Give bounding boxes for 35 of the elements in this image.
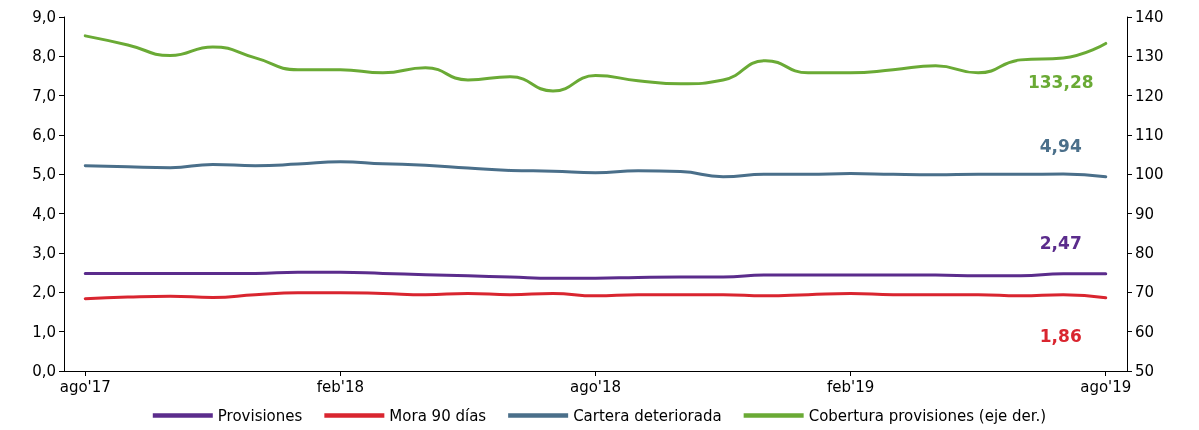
y2-tick-label: 100 [1135,165,1164,184]
y2-tick-label: 140 [1135,8,1164,26]
y-tick-label: 0,0 [32,362,56,380]
data-label: 2,47 [1039,233,1082,254]
legend-label: Cartera deteriorada [573,406,722,425]
line-series [83,160,1108,179]
x-tick-label: ago'19 [1080,377,1132,396]
y2-tick-label: 120 [1135,86,1164,105]
x-tick-label: feb'18 [316,377,365,396]
y-tick-label: 2,0 [32,283,56,302]
y-tick-label: 1,0 [32,322,56,341]
line-series [83,34,1108,93]
y2-tick-label: 110 [1135,126,1164,144]
y2-tick-label: 130 [1135,47,1164,66]
y-tick-label: 5,0 [32,165,56,184]
x-tick-label: feb'19 [826,377,875,396]
data-label: 1,86 [1039,326,1082,347]
data-label: 133,28 [1027,71,1094,92]
legend-label: Provisiones [217,406,303,425]
y-tick-label: 9,0 [32,8,56,26]
y-tick-label: 4,0 [32,204,56,223]
y-tick-label: 6,0 [32,126,56,144]
y2-tick-label: 90 [1135,204,1155,223]
data-label: 4,94 [1039,136,1082,157]
y-tick-label: 3,0 [32,244,56,262]
legend-label: Mora 90 días [389,406,487,425]
y-tick-label: 7,0 [32,86,56,105]
y2-tick-label: 60 [1135,322,1155,341]
y2-tick-label: 70 [1135,283,1155,302]
y-tick-label: 8,0 [32,47,56,66]
legend-label: Cobertura provisiones (eje der.) [808,406,1047,425]
x-tick-label: ago'17 [59,377,111,396]
y2-tick-label: 80 [1135,244,1155,262]
y2-tick-label: 50 [1135,362,1155,380]
x-tick-label: ago'18 [569,377,622,396]
